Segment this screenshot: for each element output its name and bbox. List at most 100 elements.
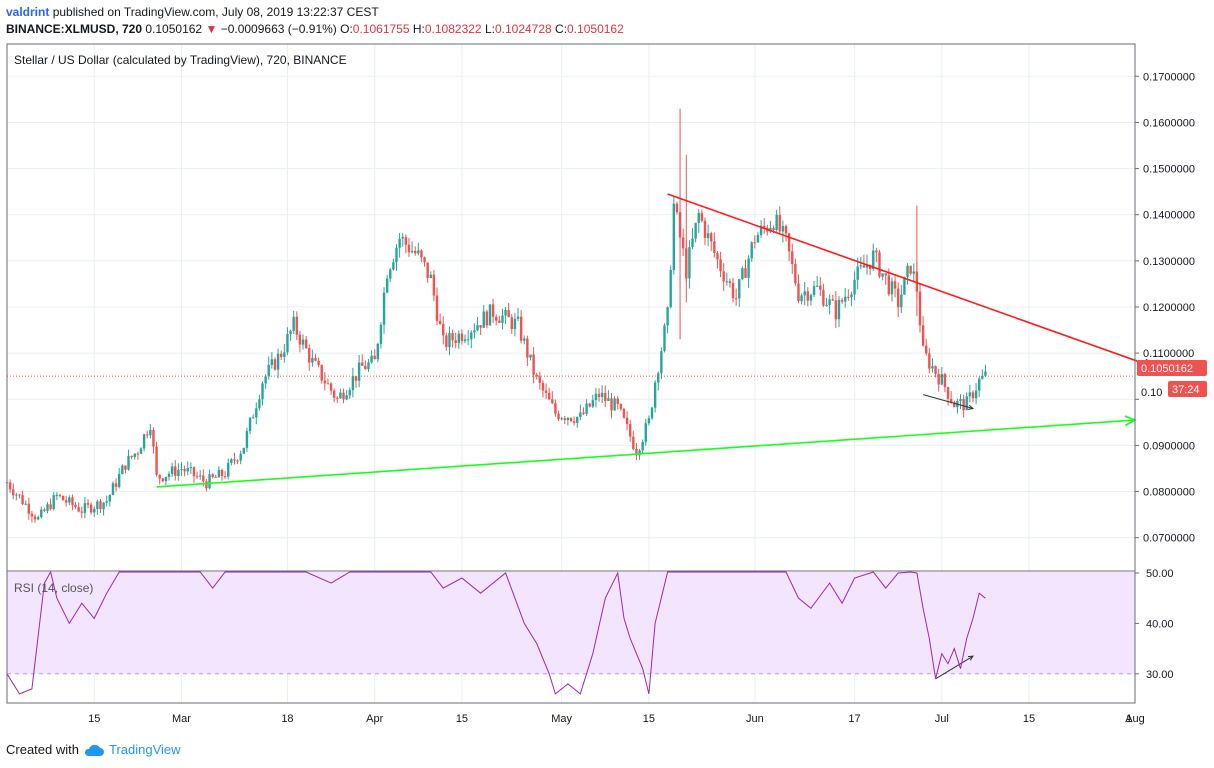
candle-body[interactable] xyxy=(613,398,616,411)
candle-body[interactable] xyxy=(114,483,118,487)
candle-body[interactable] xyxy=(747,258,750,278)
candle-body[interactable] xyxy=(65,500,68,503)
candle-body[interactable] xyxy=(332,390,336,398)
candle-body[interactable] xyxy=(442,324,445,336)
candle-body[interactable] xyxy=(370,355,373,363)
candle-body[interactable] xyxy=(600,392,604,398)
candle-body[interactable] xyxy=(946,387,950,399)
candle-body[interactable] xyxy=(164,476,168,482)
candle-body[interactable] xyxy=(361,362,364,366)
candle-body[interactable] xyxy=(167,473,171,477)
candle-body[interactable] xyxy=(198,475,202,477)
candle-body[interactable] xyxy=(438,320,442,325)
candle-body[interactable] xyxy=(320,364,323,381)
candle-body[interactable] xyxy=(61,495,65,501)
candle-body[interactable] xyxy=(410,250,414,253)
candle-body[interactable] xyxy=(96,501,99,509)
candle-body[interactable] xyxy=(351,376,355,391)
candle-body[interactable] xyxy=(479,325,482,328)
candle-body[interactable] xyxy=(569,417,573,422)
candle-body[interactable] xyxy=(230,459,233,463)
candle-body[interactable] xyxy=(769,227,772,232)
candle-body[interactable] xyxy=(202,475,205,482)
candle-body[interactable] xyxy=(58,494,62,496)
candle-body[interactable] xyxy=(959,398,962,402)
candle-body[interactable] xyxy=(245,431,249,448)
candle-body[interactable] xyxy=(890,281,894,295)
candle-body[interactable] xyxy=(744,268,747,278)
candle-body[interactable] xyxy=(149,429,152,436)
candle-body[interactable] xyxy=(77,507,80,512)
candle-body[interactable] xyxy=(949,398,953,403)
candle-body[interactable] xyxy=(382,292,386,325)
candle-body[interactable] xyxy=(170,466,174,474)
candle-body[interactable] xyxy=(389,269,392,279)
candle-body[interactable] xyxy=(560,418,563,420)
candle-body[interactable] xyxy=(579,412,582,417)
candle-body[interactable] xyxy=(280,353,283,358)
candle-body[interactable] xyxy=(451,333,454,341)
candle-body[interactable] xyxy=(781,225,785,232)
candle-body[interactable] xyxy=(364,365,367,370)
candle-body[interactable] xyxy=(24,503,27,505)
candle-body[interactable] xyxy=(529,354,532,358)
candle-body[interactable] xyxy=(83,503,87,513)
candle-body[interactable] xyxy=(174,466,177,476)
candle-body[interactable] xyxy=(367,362,370,370)
candle-body[interactable] xyxy=(650,407,654,419)
candle-body[interactable] xyxy=(445,335,448,348)
candle-body[interactable] xyxy=(840,299,844,302)
candle-body[interactable] xyxy=(189,467,193,469)
candle-body[interactable] xyxy=(348,390,351,396)
candle-body[interactable] xyxy=(775,214,778,230)
candle-body[interactable] xyxy=(261,383,264,400)
candle-body[interactable] xyxy=(214,476,217,478)
candle-body[interactable] xyxy=(448,333,451,348)
candles[interactable] xyxy=(5,108,987,523)
candle-body[interactable] xyxy=(554,403,557,414)
candle-body[interactable] xyxy=(283,352,286,358)
candle-body[interactable] xyxy=(21,495,24,505)
candle-body[interactable] xyxy=(205,481,208,489)
candle-body[interactable] xyxy=(111,483,115,496)
candle-body[interactable] xyxy=(828,299,831,305)
candle-body[interactable] xyxy=(292,316,295,331)
candle-body[interactable] xyxy=(108,495,112,502)
candle-body[interactable] xyxy=(703,220,707,239)
candle-body[interactable] xyxy=(470,332,473,340)
candle-body[interactable] xyxy=(513,318,517,329)
candle-body[interactable] xyxy=(311,357,314,363)
candle-body[interactable] xyxy=(273,359,277,370)
candle-body[interactable] xyxy=(722,271,725,282)
candle-body[interactable] xyxy=(516,316,520,319)
candle-body[interactable] xyxy=(457,333,461,344)
candle-body[interactable] xyxy=(27,503,31,514)
candle-body[interactable] xyxy=(762,225,766,228)
candle-body[interactable] xyxy=(463,339,467,342)
candle-body[interactable] xyxy=(921,325,925,346)
candle-body[interactable] xyxy=(491,304,495,317)
candle-body[interactable] xyxy=(784,225,788,234)
candle-body[interactable] xyxy=(887,275,891,295)
candle-body[interactable] xyxy=(15,494,18,496)
candle-body[interactable] xyxy=(314,357,317,361)
candle-body[interactable] xyxy=(429,274,432,278)
candle-body[interactable] xyxy=(36,517,40,520)
candle-body[interactable] xyxy=(669,269,672,308)
candle-body[interactable] xyxy=(117,474,121,487)
candle-body[interactable] xyxy=(208,474,211,489)
candle-body[interactable] xyxy=(619,403,623,409)
candle-body[interactable] xyxy=(697,212,700,223)
candle-body[interactable] xyxy=(68,497,71,503)
candle-body[interactable] xyxy=(501,315,504,323)
candle-body[interactable] xyxy=(121,465,124,475)
candle-body[interactable] xyxy=(831,299,834,301)
candle-body[interactable] xyxy=(616,398,619,404)
candle-body[interactable] xyxy=(423,257,426,263)
candle-body[interactable] xyxy=(847,296,850,298)
candle-body[interactable] xyxy=(934,366,937,374)
candle-body[interactable] xyxy=(984,371,987,376)
candle-body[interactable] xyxy=(865,264,869,268)
candle-body[interactable] xyxy=(99,501,102,510)
